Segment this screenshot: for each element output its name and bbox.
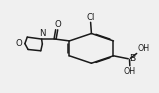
Text: N: N <box>39 29 45 38</box>
Text: OH: OH <box>138 44 150 53</box>
Text: B: B <box>129 54 135 63</box>
Text: O: O <box>54 20 61 29</box>
Text: OH: OH <box>124 67 136 76</box>
Text: O: O <box>15 39 22 48</box>
Text: Cl: Cl <box>86 13 95 22</box>
